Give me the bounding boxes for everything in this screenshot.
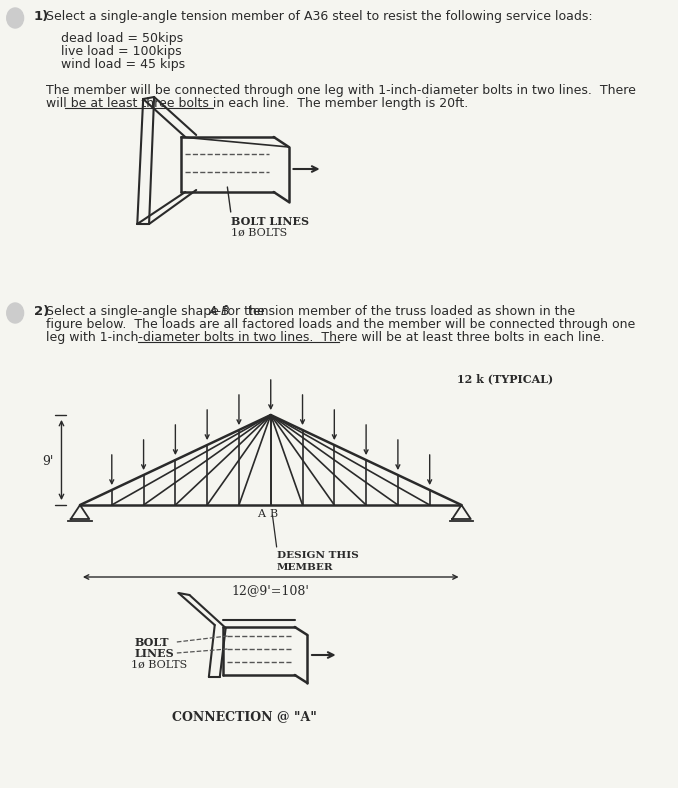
- Text: 2): 2): [34, 305, 49, 318]
- Text: MEMBER: MEMBER: [277, 563, 334, 572]
- Text: 12 k (TYPICAL): 12 k (TYPICAL): [457, 373, 553, 384]
- Text: dead load = 50kips: dead load = 50kips: [60, 32, 183, 45]
- Text: 1ø BOLTS: 1ø BOLTS: [131, 660, 186, 670]
- Text: Select a single-angle shape for the: Select a single-angle shape for the: [46, 305, 269, 318]
- Text: BOLT: BOLT: [135, 637, 170, 648]
- Text: figure below.  The loads are all factored loads and the member will be connected: figure below. The loads are all factored…: [46, 318, 635, 331]
- Text: 1): 1): [34, 10, 49, 23]
- Text: 12@9'=108': 12@9'=108': [232, 584, 310, 597]
- Circle shape: [7, 303, 24, 323]
- Circle shape: [7, 8, 24, 28]
- Text: B: B: [269, 509, 277, 519]
- Text: 1ø BOLTS: 1ø BOLTS: [231, 228, 287, 238]
- Text: Select a single-angle tension member of A36 steel to resist the following servic: Select a single-angle tension member of …: [46, 10, 593, 23]
- Text: DESIGN THIS: DESIGN THIS: [277, 551, 359, 560]
- Text: BOLT LINES: BOLT LINES: [231, 216, 308, 227]
- Text: A: A: [257, 509, 264, 519]
- Text: LINES: LINES: [135, 648, 174, 659]
- Text: 9': 9': [42, 455, 54, 468]
- Text: tension member of the truss loaded as shown in the: tension member of the truss loaded as sh…: [232, 305, 575, 318]
- Text: wind load = 45 kips: wind load = 45 kips: [60, 58, 185, 71]
- Text: live load = 100kips: live load = 100kips: [60, 45, 181, 58]
- Text: CONNECTION @ "A": CONNECTION @ "A": [172, 710, 317, 723]
- Text: A-B: A-B: [209, 305, 231, 318]
- Text: The member will be connected through one leg with 1-inch-diameter bolts in two l: The member will be connected through one…: [46, 84, 636, 97]
- Text: leg with 1-inch-diameter bolts in two lines.  There will be at least three bolts: leg with 1-inch-diameter bolts in two li…: [46, 331, 605, 344]
- Text: will be at least three bolts in each line.  The member length is 20ft.: will be at least three bolts in each lin…: [46, 97, 468, 110]
